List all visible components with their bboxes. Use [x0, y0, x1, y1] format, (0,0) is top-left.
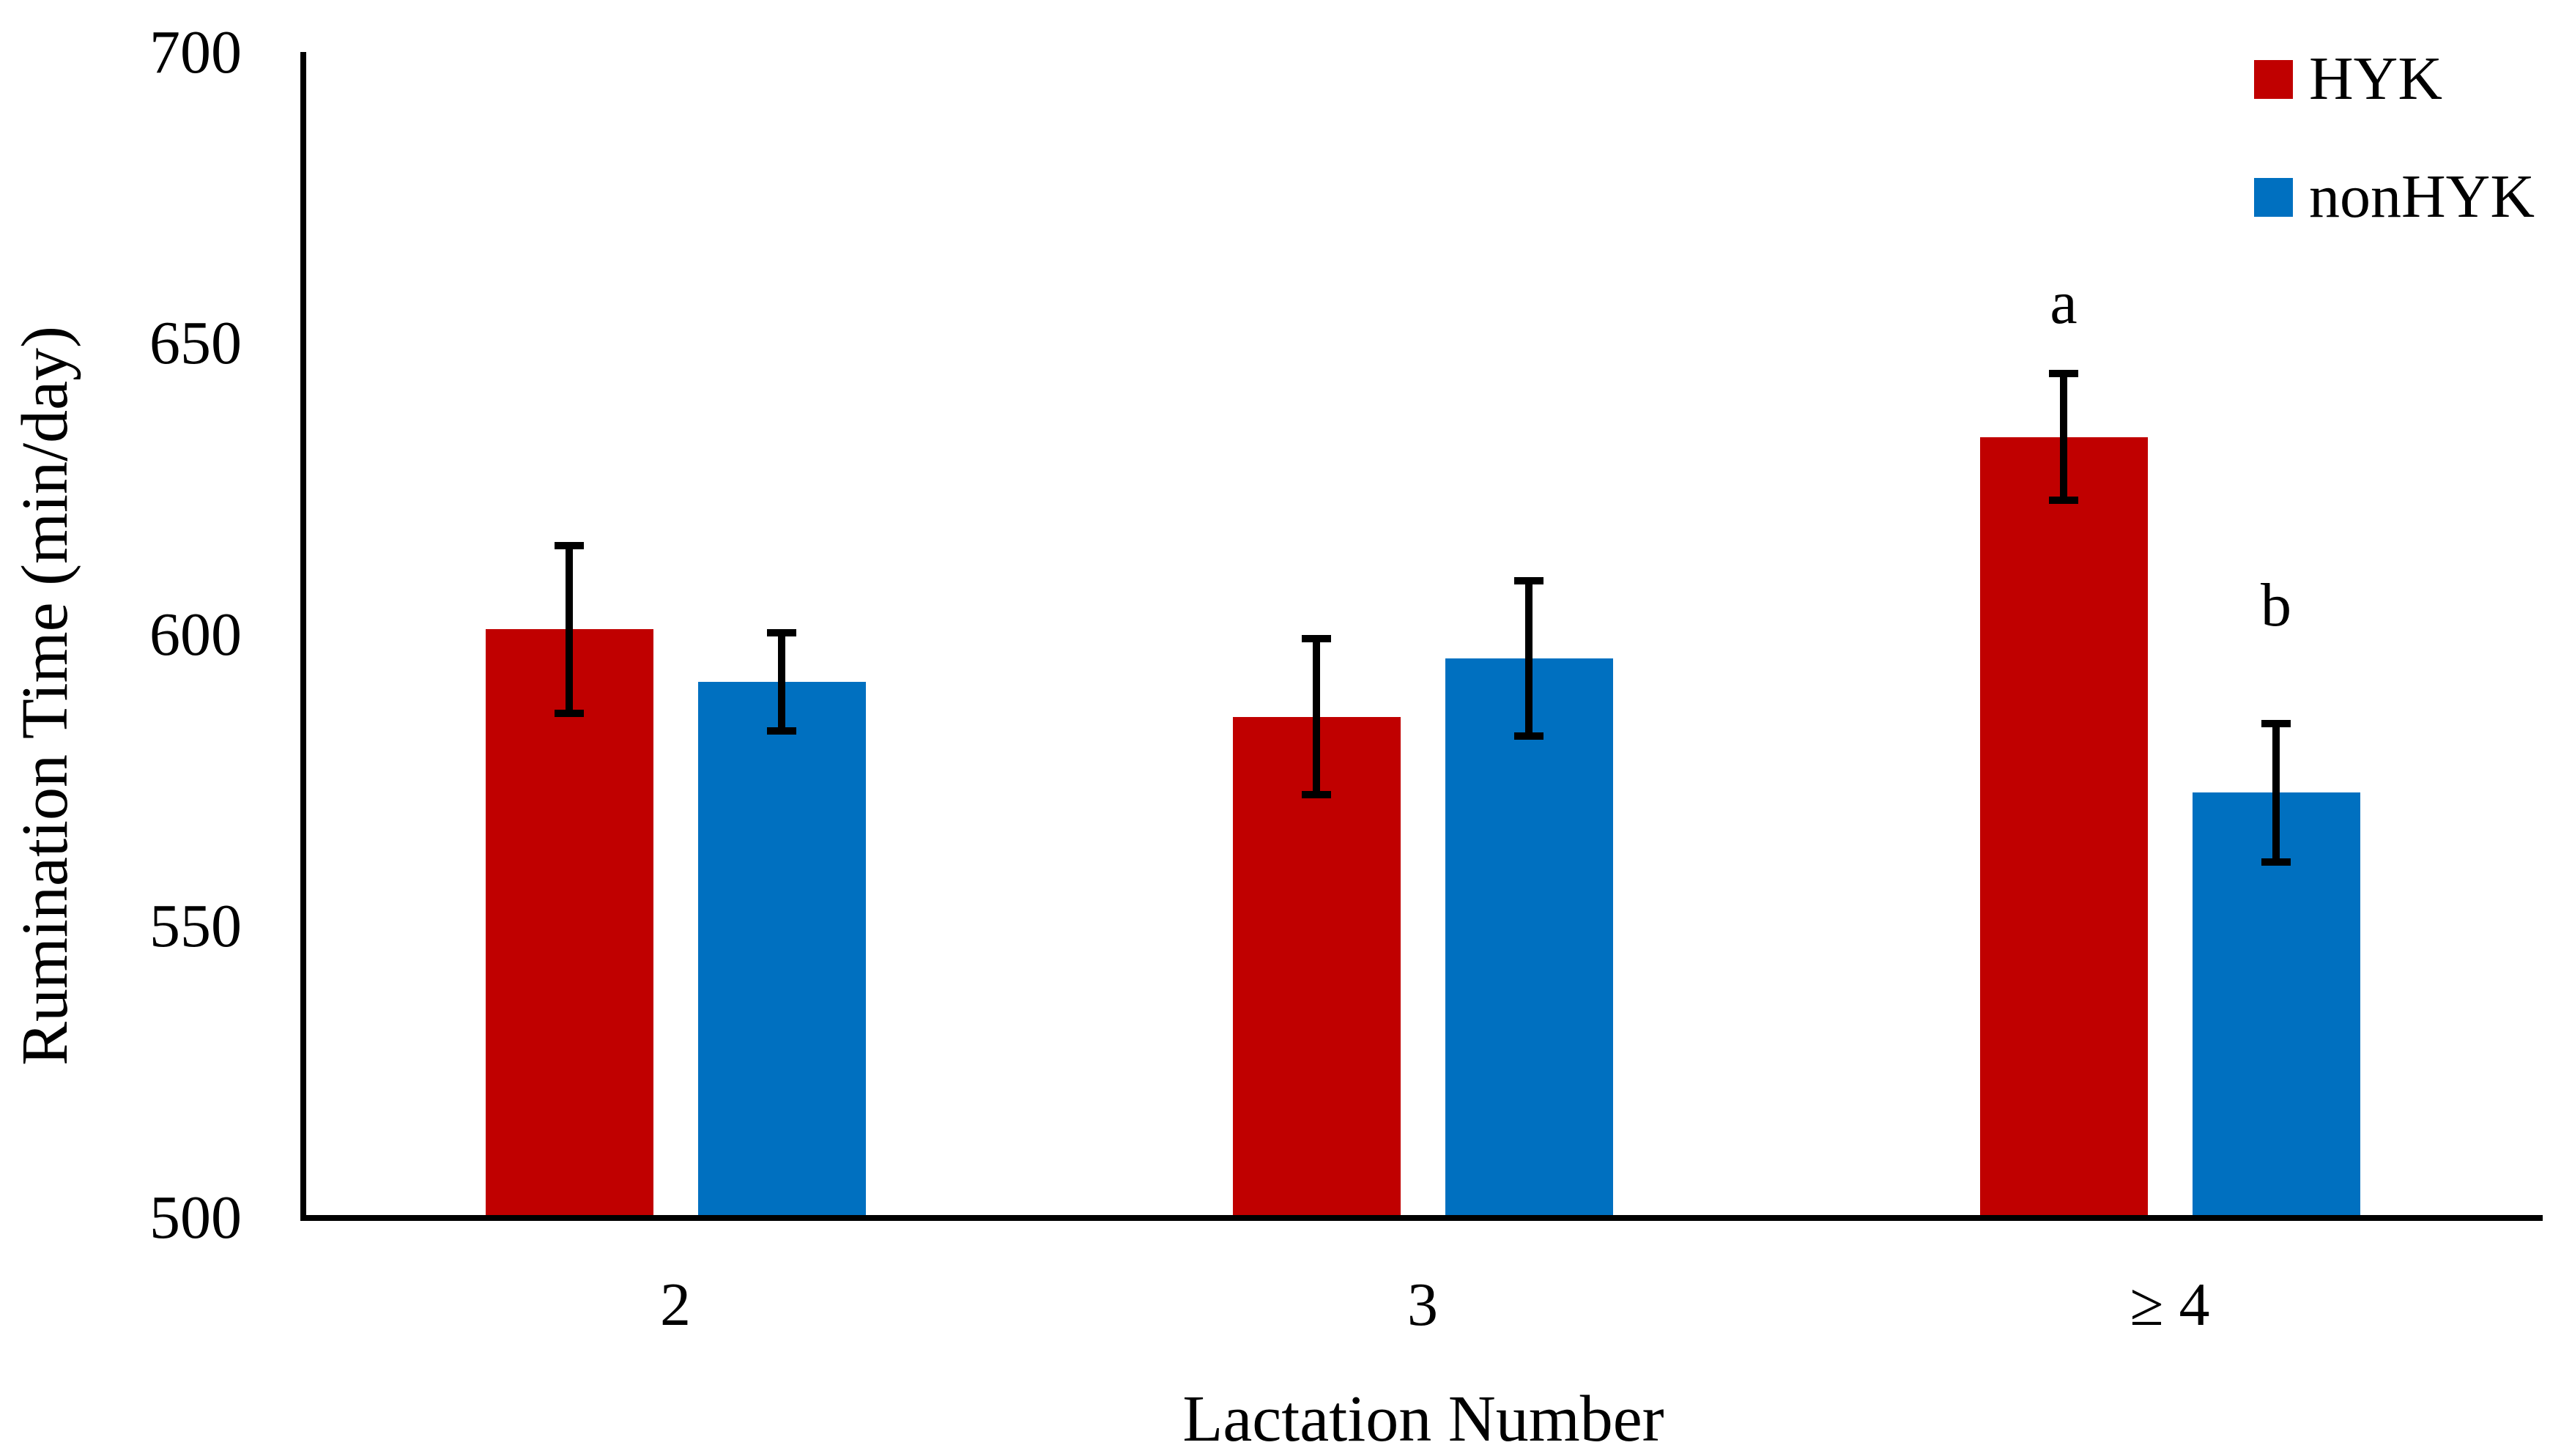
error-bar-cap-top: [1302, 635, 1331, 643]
x-category-label: ≥ 4: [2130, 1271, 2210, 1339]
error-bar-hyk-3: [1302, 635, 1331, 799]
error-bar-cap-top: [2261, 719, 2291, 727]
error-bar-stem: [1525, 576, 1533, 740]
error-bar-nonhyk-≥4: [2261, 719, 2291, 866]
bar-nonhyk-3: [1445, 658, 1613, 1215]
legend-swatch-hyk: [2254, 60, 2293, 99]
error-bar-stem: [2272, 719, 2280, 866]
x-category-label: 2: [660, 1271, 691, 1339]
error-bar-hyk-≥4: [2049, 370, 2078, 505]
error-bar-cap-bottom: [1514, 732, 1543, 740]
error-bar-cap-top: [555, 541, 584, 549]
error-bar-cap-bottom: [555, 709, 584, 717]
significance-letter-a: a: [2050, 268, 2078, 337]
error-bar-cap-top: [2049, 370, 2078, 378]
y-tick-label: 650: [149, 309, 242, 378]
y-axis-line: [300, 52, 306, 1221]
legend-swatch-nonhyk: [2254, 178, 2293, 217]
legend-label-nonhyk: nonHYK: [2309, 163, 2535, 231]
bar-hyk-2: [485, 629, 653, 1215]
error-bar-nonhyk-3: [1514, 576, 1543, 740]
significance-letter-b: b: [2261, 571, 2291, 640]
x-axis-line: [300, 1215, 2543, 1221]
error-bar-stem: [1313, 635, 1320, 799]
y-tick-label: 550: [149, 892, 242, 961]
y-tick-label: 500: [149, 1184, 242, 1252]
legend-label-hyk: HYK: [2309, 45, 2442, 113]
error-bar-cap-bottom: [1302, 791, 1331, 799]
error-bar-nonhyk-2: [767, 629, 796, 735]
y-tick-label: 600: [149, 601, 242, 669]
error-bar-cap-bottom: [2261, 858, 2291, 866]
error-bar-cap-bottom: [2049, 497, 2078, 505]
bar-hyk-3: [1232, 716, 1401, 1215]
error-bar-stem: [566, 541, 573, 717]
error-bar-cap-bottom: [767, 727, 796, 735]
x-category-label: 3: [1407, 1271, 1438, 1339]
error-bar-hyk-2: [555, 541, 584, 717]
y-tick-label: 700: [149, 18, 242, 86]
error-bar-cap-top: [1514, 576, 1543, 584]
error-bar-stem: [2060, 370, 2067, 505]
error-bar-stem: [778, 629, 785, 735]
x-axis-title: Lactation Number: [1182, 1383, 1664, 1455]
bar-nonhyk-2: [697, 681, 866, 1215]
bar-hyk-≥4: [1979, 437, 2148, 1215]
error-bar-cap-top: [767, 629, 796, 637]
